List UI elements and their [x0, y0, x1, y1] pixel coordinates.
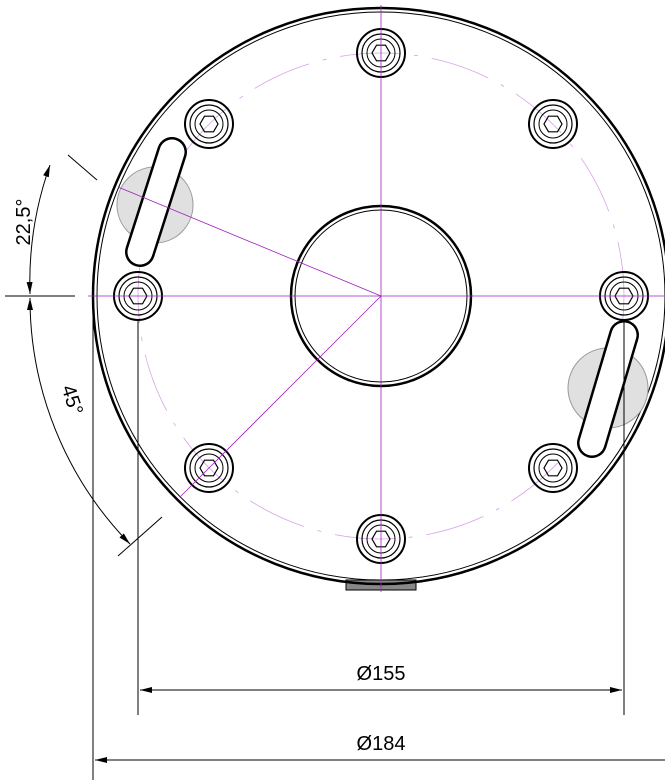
angle-label: 22,5° [13, 199, 35, 246]
angle-arc [30, 298, 130, 544]
diameter-label: Ø184 [357, 733, 406, 755]
drawing: 22,5° 45° Ø155 Ø184 [0, 0, 665, 783]
diameter-label: Ø155 [357, 663, 406, 685]
dimensions [5, 155, 665, 780]
angle-label: 45° [57, 382, 87, 418]
part-outline [93, 8, 665, 590]
page: 22,5° 45° Ø155 Ø184 (() => { const data … [0, 0, 665, 783]
